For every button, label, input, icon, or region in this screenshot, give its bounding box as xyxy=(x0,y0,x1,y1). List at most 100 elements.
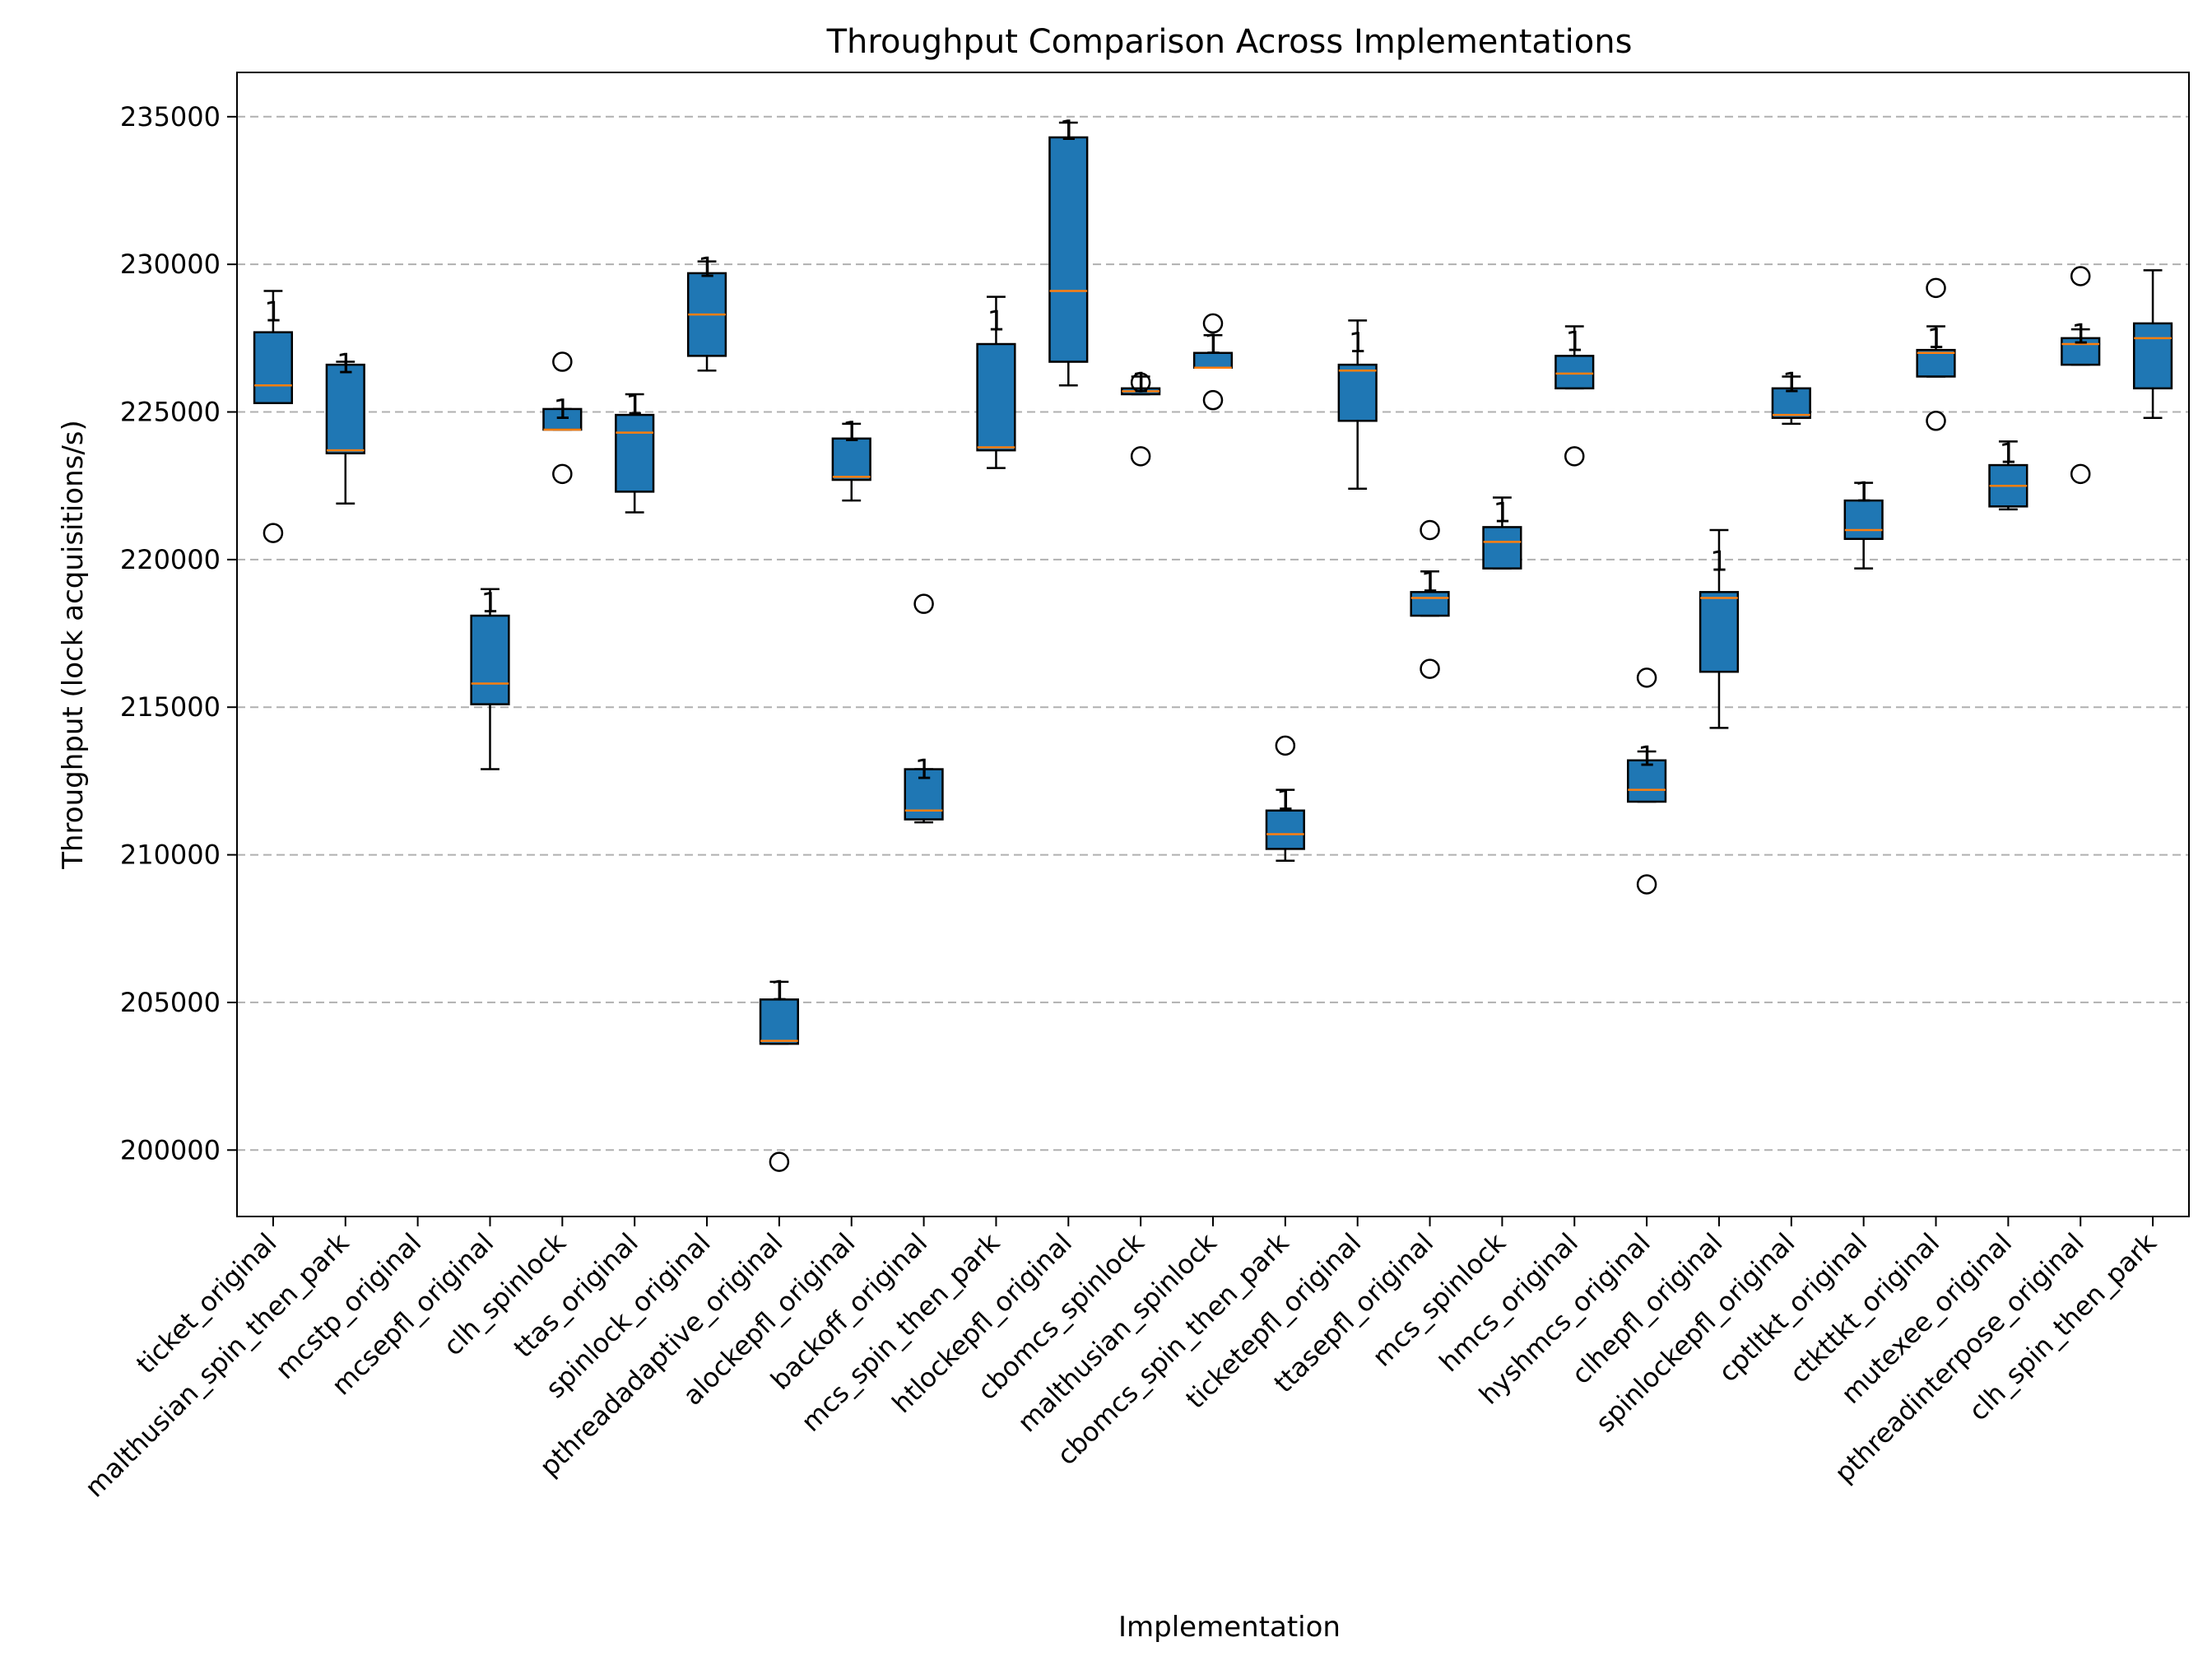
box-iqr xyxy=(1627,759,1667,803)
box-mcs_spin_then_park: 1 xyxy=(976,295,1016,469)
box-iqr xyxy=(325,363,365,454)
box-iqr xyxy=(1843,499,1884,541)
box-annotation: 1 xyxy=(1349,327,1367,360)
box-iqr xyxy=(615,413,655,493)
outlier-point xyxy=(1130,446,1151,467)
outlier-point xyxy=(769,1151,790,1172)
box-iqr xyxy=(1048,136,1089,363)
box-clh_spinlock: 1 xyxy=(542,351,583,485)
box-iqr xyxy=(253,331,294,405)
box-iqr xyxy=(1337,363,1378,422)
y-axis-ticks: 200000 205000 210000 215000 220000 225000 2300… xyxy=(120,101,237,1165)
box-ttas_original: 1 xyxy=(615,389,655,514)
box-annotation: 1 xyxy=(1638,740,1656,773)
outlier-point xyxy=(2070,463,2091,485)
box-iqr xyxy=(1771,387,1811,419)
box-iqr xyxy=(542,407,583,431)
outlier-point xyxy=(1926,411,1946,431)
box-cbomcs_spinlock: 1 xyxy=(1121,367,1161,467)
box-ctkttkt_original: 1 xyxy=(1916,277,1956,431)
box-clhepfl_original: 1 xyxy=(1698,528,1740,729)
box-ttasepfl_original: 1 xyxy=(1410,519,1450,679)
box-annotation: 1 xyxy=(337,347,355,380)
box-malthusian_spinlock: 1 xyxy=(1192,313,1234,411)
box-annotation: 1 xyxy=(625,389,644,422)
outlier-point xyxy=(1202,313,1224,334)
box-annotation: 1 xyxy=(1927,323,1945,356)
box-malthusian_spin_then_park: 1 xyxy=(325,347,365,505)
box-annotation: 1 xyxy=(915,754,933,787)
outlier-point xyxy=(913,593,934,614)
box-mcs_spinlock: 1 xyxy=(1482,496,1522,570)
outlier-point xyxy=(552,463,573,485)
box-iqr xyxy=(1916,348,1956,378)
box-annotation: 1 xyxy=(1421,566,1439,599)
box-htlockepfl_original: 1 xyxy=(1048,114,1089,387)
y-tick-label: 205000 xyxy=(120,987,221,1018)
box-clh_spin_then_park xyxy=(2132,269,2173,419)
outlier-point xyxy=(1202,389,1224,411)
chart-title: Throughput Comparison Across Implementat… xyxy=(826,23,1633,61)
box-ticketepfl_original: 1 xyxy=(1337,319,1378,491)
box-annotation: 1 xyxy=(1565,325,1583,358)
outlier-point xyxy=(2070,266,2091,286)
box-cbomcs_spin_then_park: 1 xyxy=(1265,735,1305,863)
box-annotation: 1 xyxy=(770,975,788,1008)
box-annotation: 1 xyxy=(1855,476,1873,509)
box-ticket_original: 1 xyxy=(253,290,294,543)
box-iqr xyxy=(2061,337,2101,366)
y-tick-label: 235000 xyxy=(120,101,221,133)
box-mutexee_original: 1 xyxy=(1988,438,2028,511)
box-annotation: 1 xyxy=(264,296,282,329)
box-annotation: 1 xyxy=(554,393,572,426)
box-annotation: 1 xyxy=(1782,367,1801,400)
box-iqr xyxy=(1698,591,1740,673)
box-iqr xyxy=(2132,322,2173,390)
box-iqr xyxy=(1265,809,1305,850)
box-annotation: 1 xyxy=(481,587,500,620)
y-tick-label: 200000 xyxy=(120,1134,221,1165)
box-annotation: 1 xyxy=(843,416,861,449)
outlier-point xyxy=(1130,372,1151,393)
outlier-point xyxy=(1420,519,1440,541)
box-iqr xyxy=(1410,591,1450,617)
box-spinlock_original: 1 xyxy=(686,252,727,372)
box-iqr xyxy=(1554,355,1595,390)
outlier-point xyxy=(1564,446,1585,467)
y-axis-label: Throughput (lock acquisitions/s) xyxy=(57,420,90,870)
box-iqr xyxy=(470,614,510,705)
outlier-point xyxy=(1636,668,1657,688)
y-tick-label: 210000 xyxy=(120,840,221,871)
box-annotation: 1 xyxy=(2071,318,2089,351)
outlier-point xyxy=(263,523,284,543)
y-tick-label: 220000 xyxy=(120,544,221,575)
y-tick-label: 230000 xyxy=(120,249,221,280)
box-spinlockepfl_original: 1 xyxy=(1771,367,1811,426)
box-layer: 1 1 1 1 1 1 1 1 1 1 1 1 1 1 1 1 1 1 1 1 1 1 1 1 1 xyxy=(253,114,2173,1172)
box-hmcs_original: 1 xyxy=(1554,325,1595,467)
box-iqr xyxy=(831,437,871,481)
box-alockepfl_original: 1 xyxy=(831,416,871,502)
box-annotation: 1 xyxy=(988,305,1006,337)
box-annotation: 1 xyxy=(1132,367,1150,400)
box-annotation: 1 xyxy=(2000,438,2018,471)
box-pthreadinterpose_original: 1 xyxy=(2061,266,2101,485)
outlier-point xyxy=(1275,735,1296,756)
outlier-point xyxy=(1926,277,1946,299)
box-iqr xyxy=(1482,526,1522,570)
box-annotation: 1 xyxy=(1204,328,1222,361)
box-cptltkt_original: 1 xyxy=(1843,476,1884,570)
box-mcsepfl_original: 1 xyxy=(470,587,510,770)
x-axis-label: Implementation xyxy=(1118,1611,1341,1644)
box-iqr xyxy=(759,998,799,1045)
box-iqr xyxy=(976,342,1016,452)
box-annotation: 1 xyxy=(1710,546,1728,579)
box-backoff_original: 1 xyxy=(904,593,944,824)
outlier-point xyxy=(1420,658,1440,679)
y-tick-label: 215000 xyxy=(120,691,221,723)
box-annotation: 1 xyxy=(698,252,716,285)
box-hyshmcs_original: 1 xyxy=(1627,668,1667,895)
outlier-point xyxy=(552,351,573,372)
